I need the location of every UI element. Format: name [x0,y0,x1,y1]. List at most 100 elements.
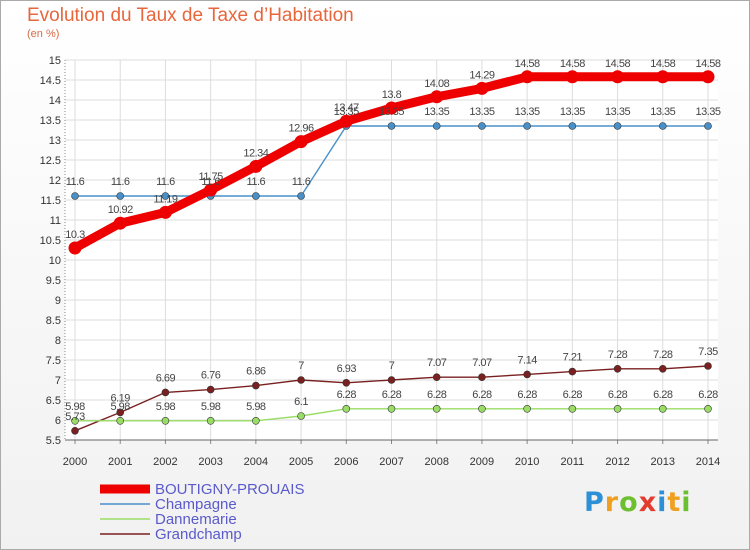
data-label: 14.58 [560,58,585,70]
data-label: 13.35 [379,106,404,118]
x-tick-label: 2014 [696,456,720,468]
data-label: 6.19 [111,392,131,404]
data-point [342,404,351,413]
data-point [478,373,486,382]
data-point [658,404,667,413]
data-point [71,426,79,435]
data-point [206,416,215,425]
x-tick-label: 2010 [515,456,539,468]
data-label: 13.47 [334,102,359,114]
data-point [342,378,351,387]
data-label: 14.58 [515,58,540,70]
data-label: 10.92 [108,204,133,216]
data-label: 5.98 [65,401,85,413]
x-tick-label: 2006 [334,456,358,468]
data-point [204,183,218,197]
x-tick-label: 2013 [651,456,675,468]
data-label: 7.07 [472,357,492,369]
x-tick-label: 2003 [198,456,222,468]
y-tick-label: 8 [55,335,61,347]
y-tick-label: 8.5 [46,315,61,327]
y-tick-label: 7.5 [46,355,61,367]
x-tick-label: 2007 [379,456,403,468]
data-point [568,122,577,130]
y-tick-label: 5.5 [46,435,61,447]
data-label: 6.28 [472,389,492,401]
data-label: 13.35 [695,106,720,118]
data-point [71,416,79,425]
data-label: 5.98 [156,401,176,413]
data-label: 14.29 [469,69,494,81]
data-point [387,376,396,384]
data-label: 12.96 [289,123,314,135]
data-label: 6.28 [382,389,402,401]
data-point [294,135,308,149]
data-point [656,70,670,84]
data-point [704,404,712,413]
logo-letter: i [681,487,692,518]
data-point [161,416,170,425]
data-label: 7.35 [698,346,718,358]
data-point [252,416,260,425]
x-tick-label: 2008 [424,456,448,468]
data-label: 6.76 [201,370,221,382]
data-label: 7.21 [563,352,583,364]
data-label: 7 [389,360,395,372]
data-label: 6.69 [156,372,176,384]
data-label: 10.3 [65,229,85,241]
data-label: 14.58 [650,58,675,70]
y-tick-label: 12.5 [40,155,61,167]
data-point [565,70,579,84]
data-label: 5.98 [246,401,266,413]
y-tick-label: 14.5 [40,75,61,87]
data-label: 6.1 [294,396,308,408]
data-point [206,385,215,394]
data-label: 11.19 [153,193,178,205]
data-point [520,70,534,84]
data-point [613,364,622,373]
data-label: 7.07 [427,357,447,369]
data-label: 6.28 [653,389,673,401]
y-axis-unit: (en %) [27,28,60,40]
data-label: 14.58 [695,58,720,70]
data-label: 7.28 [653,349,673,361]
data-point [611,70,625,84]
data-label: 13.35 [650,106,675,118]
data-point [704,362,712,370]
data-point [432,404,441,413]
data-label: 6.93 [337,363,357,375]
legend-label: BOUTIGNY-PROUAIS [155,481,304,498]
data-point [658,364,667,373]
data-point [387,404,396,413]
data-label: 13.8 [382,89,402,101]
data-label: 6.28 [608,389,628,401]
data-point [432,122,441,130]
data-point [71,192,79,200]
data-point [297,192,305,200]
data-label: 7.14 [517,354,537,366]
data-label: 11.75 [199,171,224,183]
data-label: 6.28 [337,389,357,401]
data-point [613,404,622,413]
y-tick-label: 10 [49,255,61,267]
logo-letter: i [657,487,668,518]
data-label: 5.98 [201,401,221,413]
data-point [523,370,531,379]
data-label: 12.34 [243,147,268,159]
y-tick-label: 15 [49,55,61,67]
x-tick-label: 2011 [561,456,585,468]
data-point [385,101,398,115]
data-point [430,90,444,104]
data-point [297,376,305,384]
data-point [113,216,127,230]
data-point [161,192,170,200]
x-tick-label: 2001 [108,456,132,468]
data-point [523,404,531,413]
data-label: 7.28 [608,349,628,361]
x-tick-label: 2004 [244,456,268,468]
data-point [658,122,667,130]
data-point [249,159,263,173]
data-point [116,192,125,200]
legend-label: Champagne [155,496,237,513]
data-label: 11.6 [111,176,130,188]
